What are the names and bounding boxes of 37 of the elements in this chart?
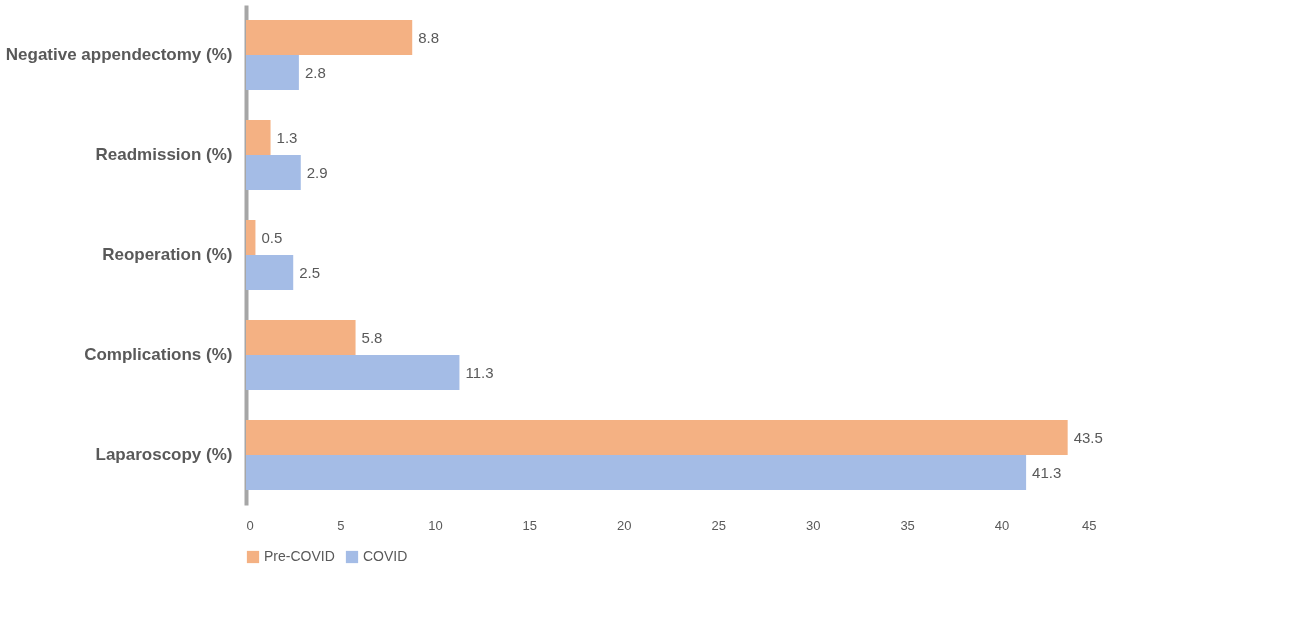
x-tick-label: 5 — [337, 517, 345, 533]
data-label: 5.8 — [361, 328, 383, 346]
y-tick-label: Laparoscopy (%) — [95, 445, 233, 464]
x-tick-label: 30 — [805, 517, 821, 533]
data-label: 41.3 — [1032, 463, 1062, 481]
data-label: 2.9 — [306, 163, 328, 181]
y-tick-label: Reoperation (%) — [102, 245, 233, 264]
data-label: 43.5 — [1073, 428, 1103, 446]
x-tick-label: 0 — [246, 517, 254, 533]
bar — [246, 455, 1027, 490]
x-tick-label: 40 — [994, 517, 1010, 533]
bar — [246, 55, 299, 90]
bar — [246, 320, 356, 355]
bar — [246, 120, 271, 155]
bar — [246, 355, 460, 390]
legend-label: Pre-COVID — [264, 548, 335, 564]
x-tick-label: 45 — [1082, 517, 1097, 533]
bar — [246, 420, 1068, 455]
bar — [246, 220, 256, 255]
data-label: 0.5 — [261, 228, 283, 246]
x-tick-label: 35 — [900, 517, 915, 533]
y-tick-label: Complications (%) — [84, 345, 233, 364]
x-tick-label: 10 — [428, 517, 443, 533]
data-label: 11.3 — [465, 363, 494, 381]
data-label: 2.8 — [304, 63, 326, 81]
bar — [246, 155, 301, 190]
x-tick-label: 20 — [617, 517, 632, 533]
x-tick-label: 25 — [711, 517, 726, 533]
bar — [246, 20, 413, 55]
legend-label: COVID — [363, 548, 408, 564]
data-label: 2.5 — [299, 263, 321, 281]
bar — [246, 255, 294, 290]
data-label: 8.8 — [418, 28, 440, 46]
y-tick-label: Negative appendectomy (%) — [5, 45, 233, 64]
x-tick-label: 15 — [522, 517, 538, 533]
y-tick-label: Readmission (%) — [95, 145, 233, 164]
data-label: 1.3 — [276, 128, 298, 146]
